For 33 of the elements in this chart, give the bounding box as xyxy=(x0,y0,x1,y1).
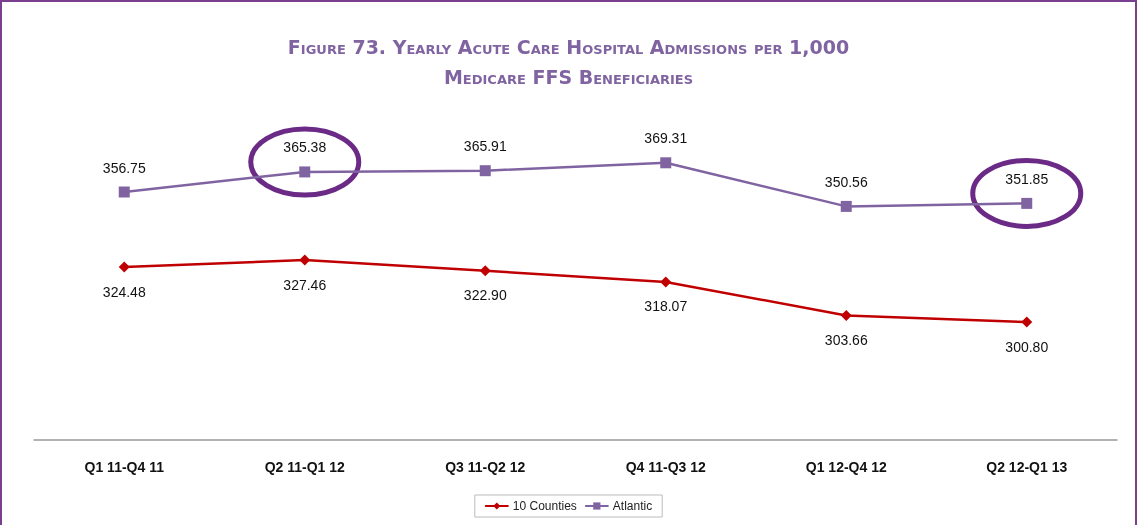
x-tick-label: Q1 12-Q4 12 xyxy=(805,459,887,475)
point xyxy=(479,265,491,277)
data-label: 322.90 xyxy=(463,287,507,304)
point xyxy=(660,276,672,288)
x-tick-label: Q4 11-Q3 12 xyxy=(625,459,707,475)
data-label: 324.48 xyxy=(102,283,146,300)
point xyxy=(840,309,852,321)
data-label: 350.56 xyxy=(824,173,868,190)
data-label: 351.85 xyxy=(1005,170,1049,187)
data-label: 303.66 xyxy=(824,331,868,348)
x-tick-label: Q2 12-Q1 13 xyxy=(986,459,1068,475)
point xyxy=(1021,197,1033,209)
chart-title: Figure 73. Yearly Acute Care Hospital Admissions per 1,000 Medicare FFS Beneficiaries xyxy=(286,35,851,90)
legend-label: Atlantic xyxy=(612,499,653,513)
x-tick-label: Q1 11-Q4 11 xyxy=(84,459,165,475)
x-tick-label: Q3 11-Q2 12 xyxy=(445,459,526,475)
data-label: 369.31 xyxy=(644,130,688,147)
point xyxy=(840,200,852,212)
point xyxy=(299,166,311,178)
point xyxy=(299,254,311,266)
data-label: 365.91 xyxy=(463,138,507,155)
legend-label: 10 Counties xyxy=(512,499,577,513)
data-label: 365.38 xyxy=(283,139,327,156)
point xyxy=(118,186,130,198)
data-label: 300.80 xyxy=(1005,338,1049,355)
data-label: 318.07 xyxy=(644,298,688,315)
point xyxy=(118,261,130,273)
point xyxy=(1021,316,1033,328)
x-tick-label: Q2 11-Q1 12 xyxy=(264,459,346,475)
point xyxy=(479,165,491,177)
point xyxy=(660,157,672,169)
data-label: 327.46 xyxy=(283,276,327,293)
data-label: 356.75 xyxy=(102,159,146,176)
